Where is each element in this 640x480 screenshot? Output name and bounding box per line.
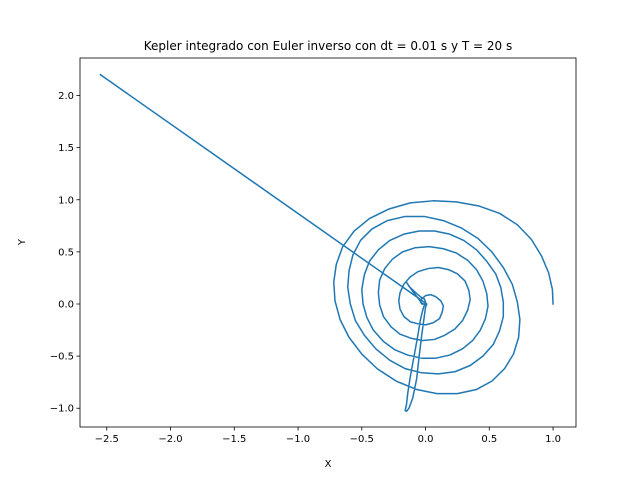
x-tick-label: 1.0 xyxy=(545,434,561,445)
x-axis-ticks: −2.5 −2.0 −1.5 −1.0 −0.5 0.0 0.5 1.0 xyxy=(95,427,561,445)
series-line-0 xyxy=(99,73,554,413)
axes-frame xyxy=(79,57,577,428)
x-tick-label: 0.5 xyxy=(481,434,497,445)
x-tick-label: −2.0 xyxy=(158,434,182,445)
chart-title: Kepler integrado con Euler inverso con d… xyxy=(144,39,512,53)
y-tick-label: 2.0 xyxy=(58,91,74,102)
y-tick-label: 0.0 xyxy=(58,300,74,311)
x-tick-label: −1.0 xyxy=(286,434,310,445)
y-tick-label: 1.5 xyxy=(58,143,74,154)
series-layer xyxy=(99,73,554,413)
x-tick-label: 0.0 xyxy=(418,434,434,445)
plot-area xyxy=(80,58,576,427)
y-axis-label: Y xyxy=(17,238,28,246)
x-tick-label: −0.5 xyxy=(350,434,374,445)
x-tick-label: −2.5 xyxy=(95,434,119,445)
y-tick-label: 0.5 xyxy=(58,247,74,258)
y-tick-label: −1.0 xyxy=(50,404,74,415)
y-tick-label: 1.0 xyxy=(58,195,74,206)
x-tick-label: −1.5 xyxy=(222,434,246,445)
y-tick-label: −0.5 xyxy=(50,352,74,363)
x-axis-label: X xyxy=(325,459,332,470)
y-axis-ticks: −1.0 −0.5 0.0 0.5 1.0 1.5 2.0 xyxy=(50,91,80,415)
